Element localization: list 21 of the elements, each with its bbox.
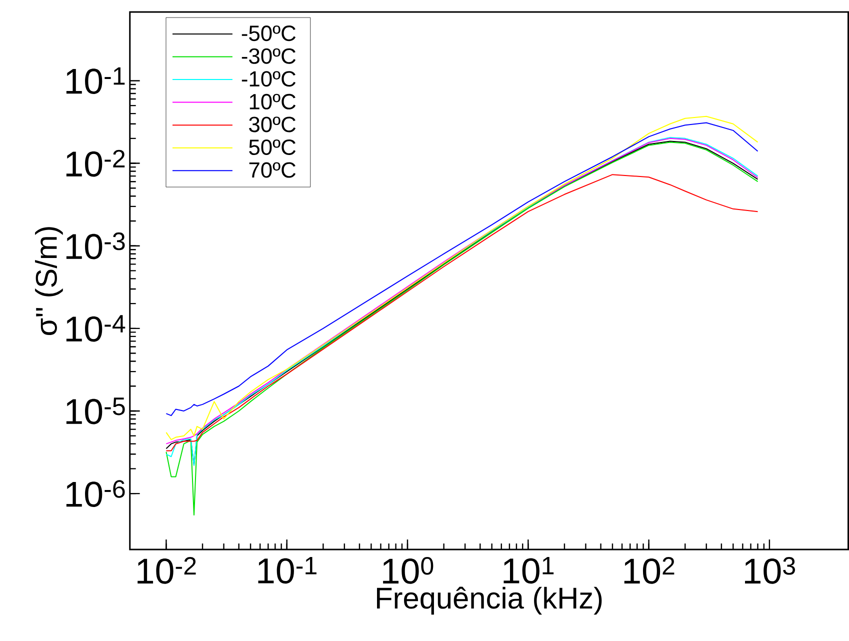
y-tick-label: 10$^{-1}$ [66,67,125,94]
legend-label: 10ºC [250,94,296,110]
legend-label: -50ºC [242,25,296,41]
legend-label: 70ºC [249,162,296,178]
y-tick-label: 10$^{-2}$ [66,150,125,176]
y-tick-label: 10$^{-5}$ [66,397,125,424]
legend-label: -30ºC [242,48,296,64]
x-tick-label: 10$^{3}$ [745,556,795,584]
y-tick-label: 10$^{-3}$ [66,232,125,260]
y-tick-label: 10$^{-4}$ [66,314,126,342]
x-tick-label: 10$^{-1}$ [258,556,316,584]
legend-label: -10ºC [242,70,296,86]
x-axis-title: Frequência (kHz) [377,586,602,614]
x-tick-label: 10$^{1}$ [504,556,554,584]
legend-label: 30ºC [249,116,296,132]
x-tick-label: 10$^{2}$ [624,556,674,584]
legend-label: 50ºC [249,139,296,155]
y-tick-label: 10$^{-6}$ [66,480,125,507]
x-tick-label: 10$^{0}$ [383,556,434,584]
x-tick-label: 10$^{-2}$ [138,556,196,584]
y-axis-title: σ'' (S/m) [35,226,63,335]
